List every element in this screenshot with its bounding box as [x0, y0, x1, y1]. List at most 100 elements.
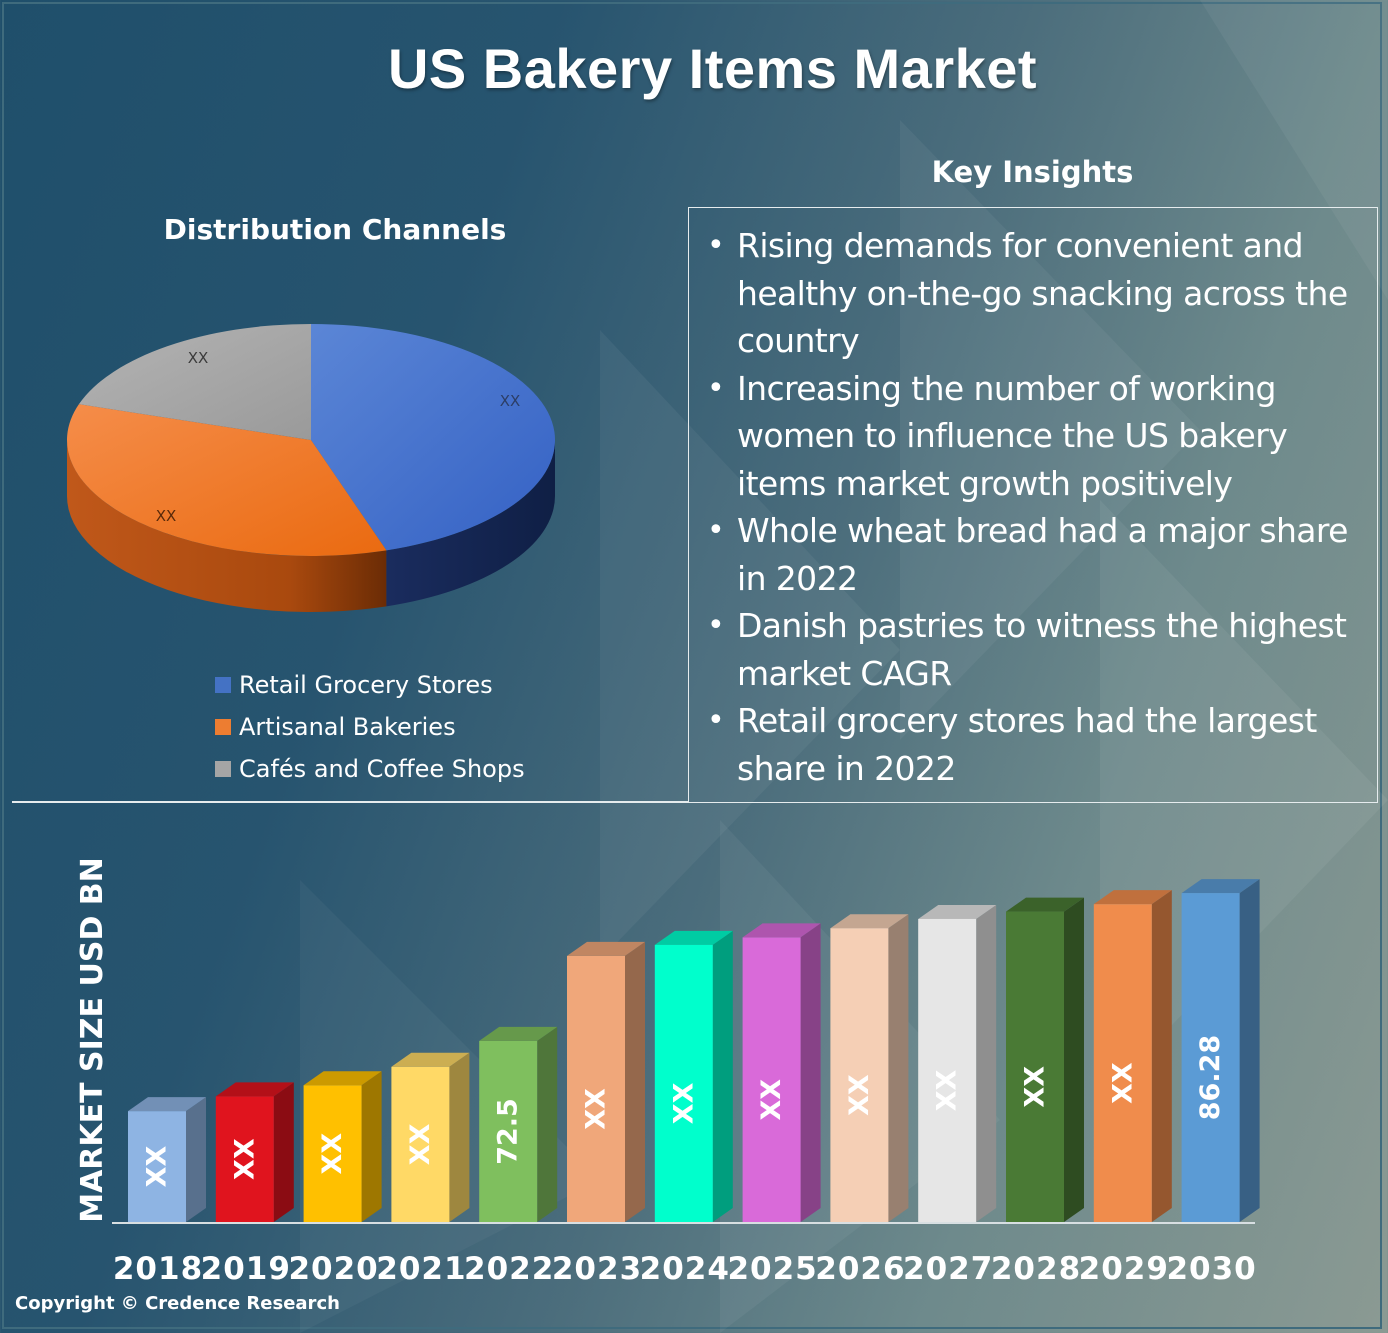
- bar-side-face: [976, 904, 997, 1222]
- insight-item: • Whole wheat bread had a major share in 2…: [701, 507, 1361, 602]
- bar-side-face: [273, 1082, 294, 1222]
- insight-text-line: country: [737, 321, 860, 360]
- bullet-icon: •: [707, 608, 725, 643]
- insight-item: • Rising demands for convenient and health…: [701, 222, 1361, 365]
- bar-side-face: [1239, 879, 1260, 1222]
- bar-front-face: [128, 1111, 186, 1222]
- bar-value-label: XX: [581, 1088, 612, 1130]
- pie-label-cafes-and-coffee-shops: XX: [188, 349, 209, 367]
- insight-item: • Danish pastries to witness the highest m…: [701, 602, 1361, 697]
- x-tick-label: 2029: [1079, 1251, 1169, 1287]
- bar-side-face: [888, 914, 909, 1222]
- bar-2018: XX: [128, 1097, 206, 1222]
- pie-slice-artisanal-bakeries: [66, 404, 387, 556]
- bar-top-face: [128, 1097, 206, 1112]
- insight-text-line: Danish pastries to witness the highest: [737, 606, 1347, 645]
- bar-front-face: [567, 955, 625, 1222]
- bar-top-face: [391, 1052, 470, 1067]
- bar-front-face: [391, 1066, 450, 1222]
- bar-side-face: [449, 1052, 470, 1222]
- insight-text-line: Retail grocery stores had the largest: [737, 701, 1317, 740]
- bar-front-face: [830, 928, 889, 1222]
- bar-side-face: [625, 941, 645, 1222]
- bar-2027: XX: [918, 904, 997, 1222]
- bar-top-face: [1181, 879, 1260, 894]
- bar-chart: MARKET SIZE USD BN XX 2018 XX 2019 XX 2020 XX 20…: [75, 857, 1260, 1287]
- bar-2025: XX: [742, 923, 821, 1222]
- insights-title: Key Insights: [931, 155, 1134, 189]
- pie-chart: XX XX XX: [66, 324, 556, 612]
- x-tick-label: 2030: [1166, 1251, 1256, 1287]
- insight-text-line: Rising demands for convenient and: [737, 226, 1304, 265]
- bar-front-face: [1181, 893, 1240, 1222]
- insight-text-line: in 2022: [737, 558, 858, 598]
- insight-text-line: items market growth positively: [737, 463, 1233, 503]
- bar-2023: XX: [567, 941, 645, 1222]
- bar-top-face: [1093, 890, 1172, 905]
- insight-item: • Increasing the number of working women t…: [701, 365, 1361, 508]
- insight-text-line: healthy on-the-go snacking across the: [737, 273, 1348, 313]
- bar-2024: XX: [654, 930, 733, 1222]
- bar-top-face: [479, 1026, 558, 1041]
- bar-front-face: [479, 1040, 538, 1222]
- legend-label: Cafés and Coffee Shops: [239, 755, 525, 783]
- bar-top-face: [567, 941, 645, 956]
- bar-front-face: [654, 944, 713, 1222]
- bar-side-face: [1064, 897, 1084, 1222]
- bar-value-label: 86.28: [1195, 1035, 1226, 1120]
- insight-text-line: market CAGR: [737, 653, 952, 693]
- x-tick-label: 2027: [903, 1251, 993, 1287]
- legend-item-cafes-and-coffee-shops: Cafés and Coffee Shops: [215, 748, 525, 790]
- bar-2022: 72.5: [479, 1026, 558, 1222]
- pie-side-orange: [67, 440, 387, 612]
- pie-label-retail-grocery-stores: XX: [500, 392, 521, 410]
- bar-value-label: 72.5: [493, 1098, 524, 1165]
- insights-box: • Rising demands for convenient and health…: [688, 207, 1378, 803]
- bar-2021: XX: [391, 1052, 470, 1222]
- bar-side-face: [800, 923, 821, 1222]
- bullet-icon: •: [707, 228, 725, 263]
- bar-value-label: XX: [844, 1074, 875, 1116]
- copyright-text: Copyright © Credence Research: [15, 1293, 340, 1314]
- bar-value-label: XX: [932, 1069, 963, 1111]
- bar-2028: XX: [1006, 897, 1084, 1222]
- bar-2026: XX: [830, 914, 909, 1222]
- insights-list: • Rising demands for convenient and health…: [701, 222, 1361, 792]
- insight-item: • Retail grocery stores had the largest sh…: [701, 697, 1361, 792]
- insight-text-line: Increasing the number of working: [737, 368, 1276, 408]
- bar-top-face: [1006, 897, 1084, 912]
- legend-label: Artisanal Bakeries: [239, 713, 456, 741]
- x-tick-label: 2024: [640, 1251, 730, 1287]
- bar-top-face: [918, 904, 997, 919]
- bar-top-face: [654, 930, 733, 945]
- bar-top-face: [742, 923, 821, 938]
- bar-value-label: XX: [756, 1079, 787, 1121]
- bullet-icon: •: [707, 703, 725, 738]
- bar-side-face: [712, 930, 733, 1222]
- bar-value-label: XX: [229, 1138, 260, 1180]
- bar-2030: 86.28: [1181, 879, 1260, 1222]
- bar-top-face: [830, 914, 909, 929]
- x-tick-label: 2019: [201, 1251, 291, 1287]
- bar-value-label: XX: [142, 1146, 173, 1188]
- insight-text-line: share in 2022: [737, 748, 956, 788]
- bullet-icon: •: [707, 370, 725, 406]
- bar-2029: XX: [1093, 890, 1172, 1222]
- bar-side-face: [186, 1097, 206, 1222]
- x-tick-label: 2028: [991, 1251, 1081, 1287]
- x-tick-label: 2018: [113, 1251, 203, 1287]
- bar-value-label: XX: [317, 1133, 348, 1175]
- x-tick-label: 2022: [464, 1251, 554, 1287]
- bullet-icon: •: [707, 513, 725, 548]
- bar-value-label: XX: [405, 1123, 436, 1165]
- bar-top-face: [303, 1071, 382, 1086]
- bar-top-face: [215, 1082, 294, 1097]
- bar-front-face: [1093, 904, 1152, 1222]
- bar-2020: XX: [303, 1071, 382, 1222]
- section-divider: [12, 801, 688, 803]
- y-axis-label: MARKET SIZE USD BN: [75, 857, 110, 1223]
- legend-item-retail-grocery-stores: Retail Grocery Stores: [215, 664, 525, 706]
- legend-swatch-gray: [215, 761, 231, 777]
- insight-text-line: women to influence the US bakery: [737, 416, 1288, 455]
